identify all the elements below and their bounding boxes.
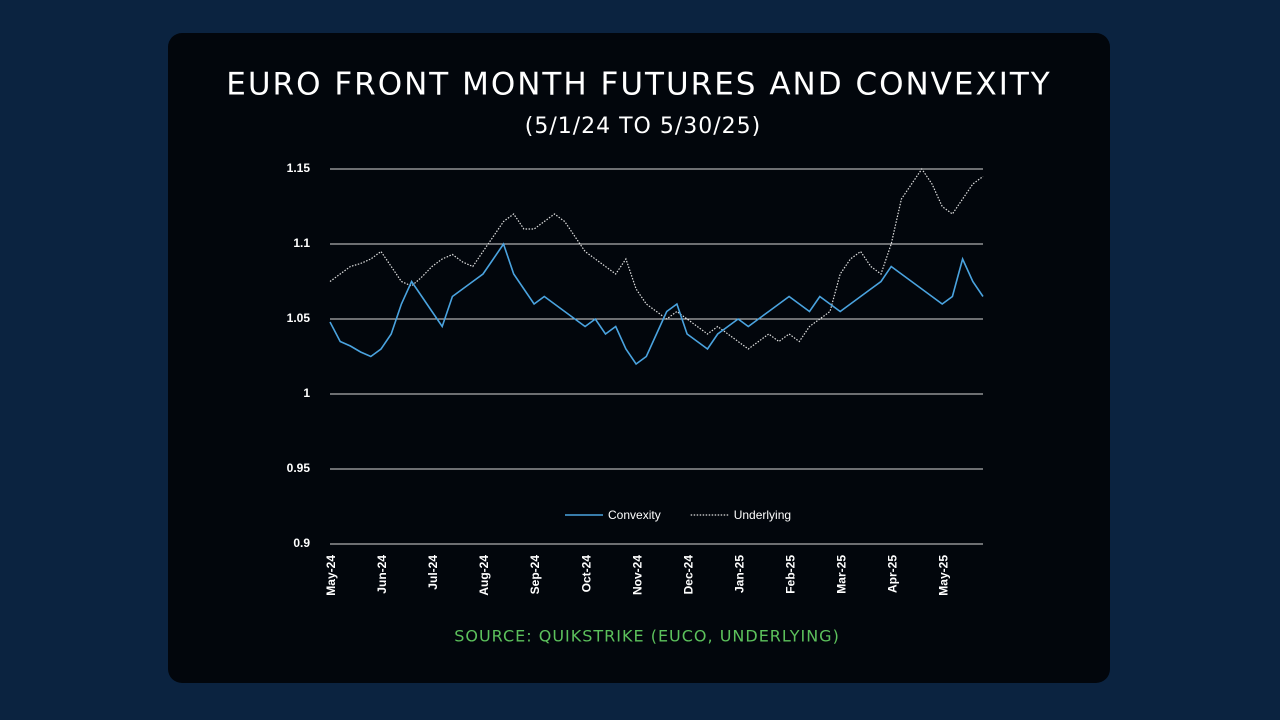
x-tick-label: Sep-24 xyxy=(528,555,542,595)
x-tick-label: Jan-25 xyxy=(732,555,746,593)
x-tick-label: Nov-24 xyxy=(630,555,644,595)
legend-label: Underlying xyxy=(734,508,791,522)
legend-label: Convexity xyxy=(608,508,661,522)
y-tick-label: 1 xyxy=(303,386,310,400)
x-tick-label: Dec-24 xyxy=(681,555,695,595)
chart-subtitle: (5/1/24 TO 5/30/25) xyxy=(525,114,762,139)
chart-card xyxy=(168,33,1110,683)
series-line xyxy=(329,167,984,350)
x-tick-label: Mar-25 xyxy=(834,555,848,594)
x-tick-label: Apr-25 xyxy=(885,555,899,593)
y-tick-label: 1.05 xyxy=(287,311,311,325)
x-tick-label: Aug-24 xyxy=(477,555,491,596)
x-tick-label: Jul-24 xyxy=(426,555,440,590)
x-tick-label: May-24 xyxy=(324,555,338,596)
y-tick-label: 1.15 xyxy=(287,161,311,175)
y-tick-label: 1.1 xyxy=(293,236,310,250)
y-tick-label: 0.9 xyxy=(293,536,310,550)
x-tick-label: Feb-25 xyxy=(783,555,797,594)
chart-title: EURO FRONT MONTH FUTURES AND CONVEXITY xyxy=(226,67,1051,103)
x-tick-label: May-25 xyxy=(936,555,950,596)
source-note: SOURCE: QUIKSTRIKE (EUCO, UNDERLYING) xyxy=(454,627,840,646)
x-tick-label: Jun-24 xyxy=(375,555,389,594)
series-line xyxy=(329,242,984,366)
y-tick-label: 0.95 xyxy=(287,461,311,475)
x-tick-label: Oct-24 xyxy=(579,555,593,593)
